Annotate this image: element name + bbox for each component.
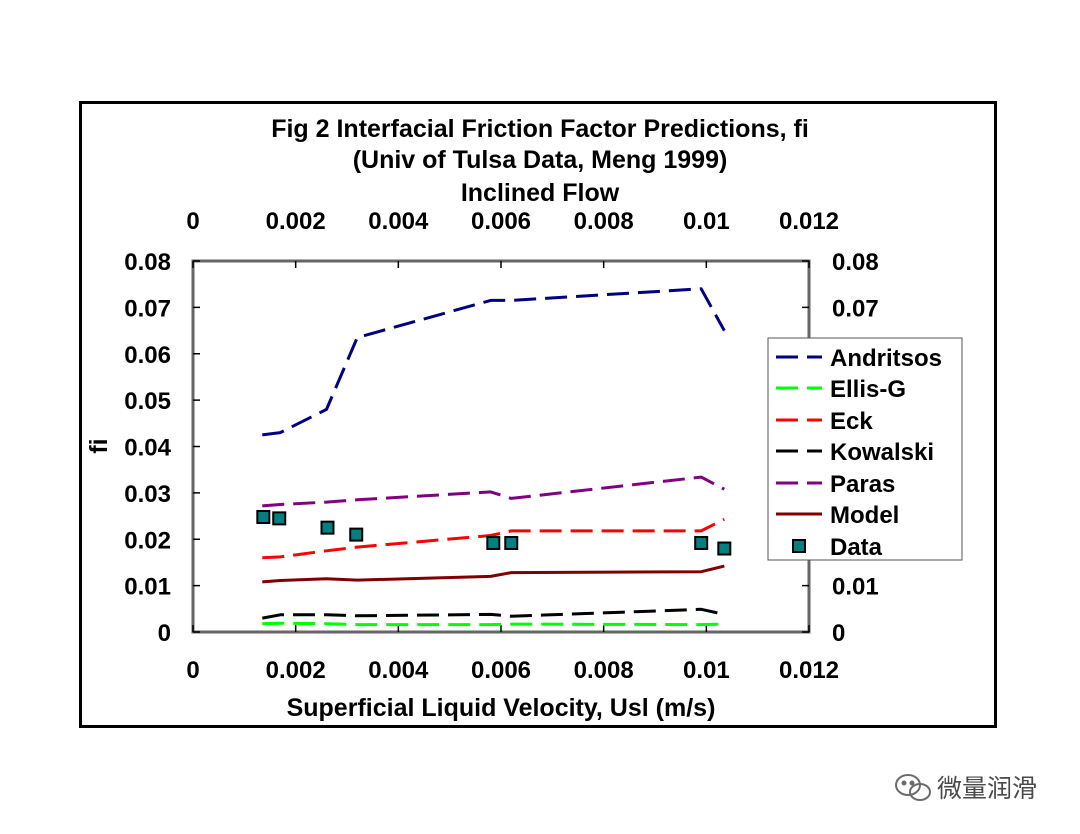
x-tick-label: 0 xyxy=(186,657,199,684)
x-tick-label: 0.012 xyxy=(779,657,839,684)
series-line-eck xyxy=(262,517,725,560)
y-right-tick-label: 0.07 xyxy=(832,295,879,322)
chart-title-line-1: Fig 2 Interfacial Friction Factor Predic… xyxy=(271,115,809,143)
x-top-tick-label: 0.008 xyxy=(574,208,634,235)
y-tick-label: 0.06 xyxy=(124,342,171,369)
y-tick-label: 0.04 xyxy=(124,435,171,462)
y-tick-label: 0 xyxy=(158,620,171,647)
legend-label-kowalski: Kowalski xyxy=(830,439,934,466)
x-axis-label: Superficial Liquid Velocity, Usl (m/s) xyxy=(287,694,716,722)
y-axis-label: fi xyxy=(85,438,113,453)
x-top-tick-label: 0.006 xyxy=(471,208,531,235)
legend-label-model: Model xyxy=(830,502,899,529)
x-top-tick-label: 0.002 xyxy=(266,208,326,235)
x-tick-label: 0.004 xyxy=(368,657,429,684)
data-point xyxy=(320,520,335,535)
series-line-ellis-g xyxy=(262,621,725,627)
y-right-tick-label: 0.01 xyxy=(832,574,879,601)
x-top-tick-label: 0.004 xyxy=(368,208,429,235)
x-top-tick-label: 0 xyxy=(186,208,199,235)
x-tick-label: 0.008 xyxy=(574,657,634,684)
legend-box xyxy=(767,337,963,561)
watermark-text: 微量润滑 xyxy=(937,774,1037,803)
x-tick-label: 0.006 xyxy=(471,657,531,684)
series-line-paras xyxy=(262,475,725,508)
data-point xyxy=(486,535,501,550)
wechat-icon xyxy=(895,774,931,801)
y-right-tick-label: 0 xyxy=(832,620,845,647)
y-tick-label: 0.05 xyxy=(124,388,171,415)
data-point xyxy=(504,535,519,550)
watermark: 微量润滑 xyxy=(895,774,1037,803)
y-tick-label: 0.02 xyxy=(124,527,171,554)
x-top-tick-label: 0.01 xyxy=(683,208,730,235)
y-tick-label: 0.03 xyxy=(124,481,171,508)
y-tick-label: 0.08 xyxy=(124,249,171,276)
x-tick-label: 0.01 xyxy=(683,657,730,684)
legend-label-eck: Eck xyxy=(830,408,873,435)
data-point xyxy=(717,541,732,556)
chart-title-line-2: (Univ of Tulsa Data, Meng 1999) xyxy=(353,146,728,174)
y-right-tick-label: 0.08 xyxy=(832,249,879,276)
legend-label-paras: Paras xyxy=(830,471,895,498)
x-tick-label: 0.002 xyxy=(266,657,326,684)
series-line-kowalski xyxy=(262,607,725,620)
data-point xyxy=(694,535,709,550)
series-line-model xyxy=(262,564,725,584)
y-tick-label: 0.07 xyxy=(124,295,171,322)
legend-marker-data xyxy=(792,539,806,553)
legend-label-ellis-g: Ellis-G xyxy=(830,376,906,403)
legend-label-data: Data xyxy=(830,534,883,561)
series-line-andritsos xyxy=(262,287,726,437)
x-top-tick-label: 0.012 xyxy=(779,208,839,235)
data-point xyxy=(349,527,364,542)
y-tick-label: 0.01 xyxy=(124,574,171,601)
legend-label-andritsos: Andritsos xyxy=(830,345,942,372)
chart-title-line-3: Inclined Flow xyxy=(461,179,620,207)
data-point xyxy=(272,511,287,526)
data-point xyxy=(256,509,271,524)
